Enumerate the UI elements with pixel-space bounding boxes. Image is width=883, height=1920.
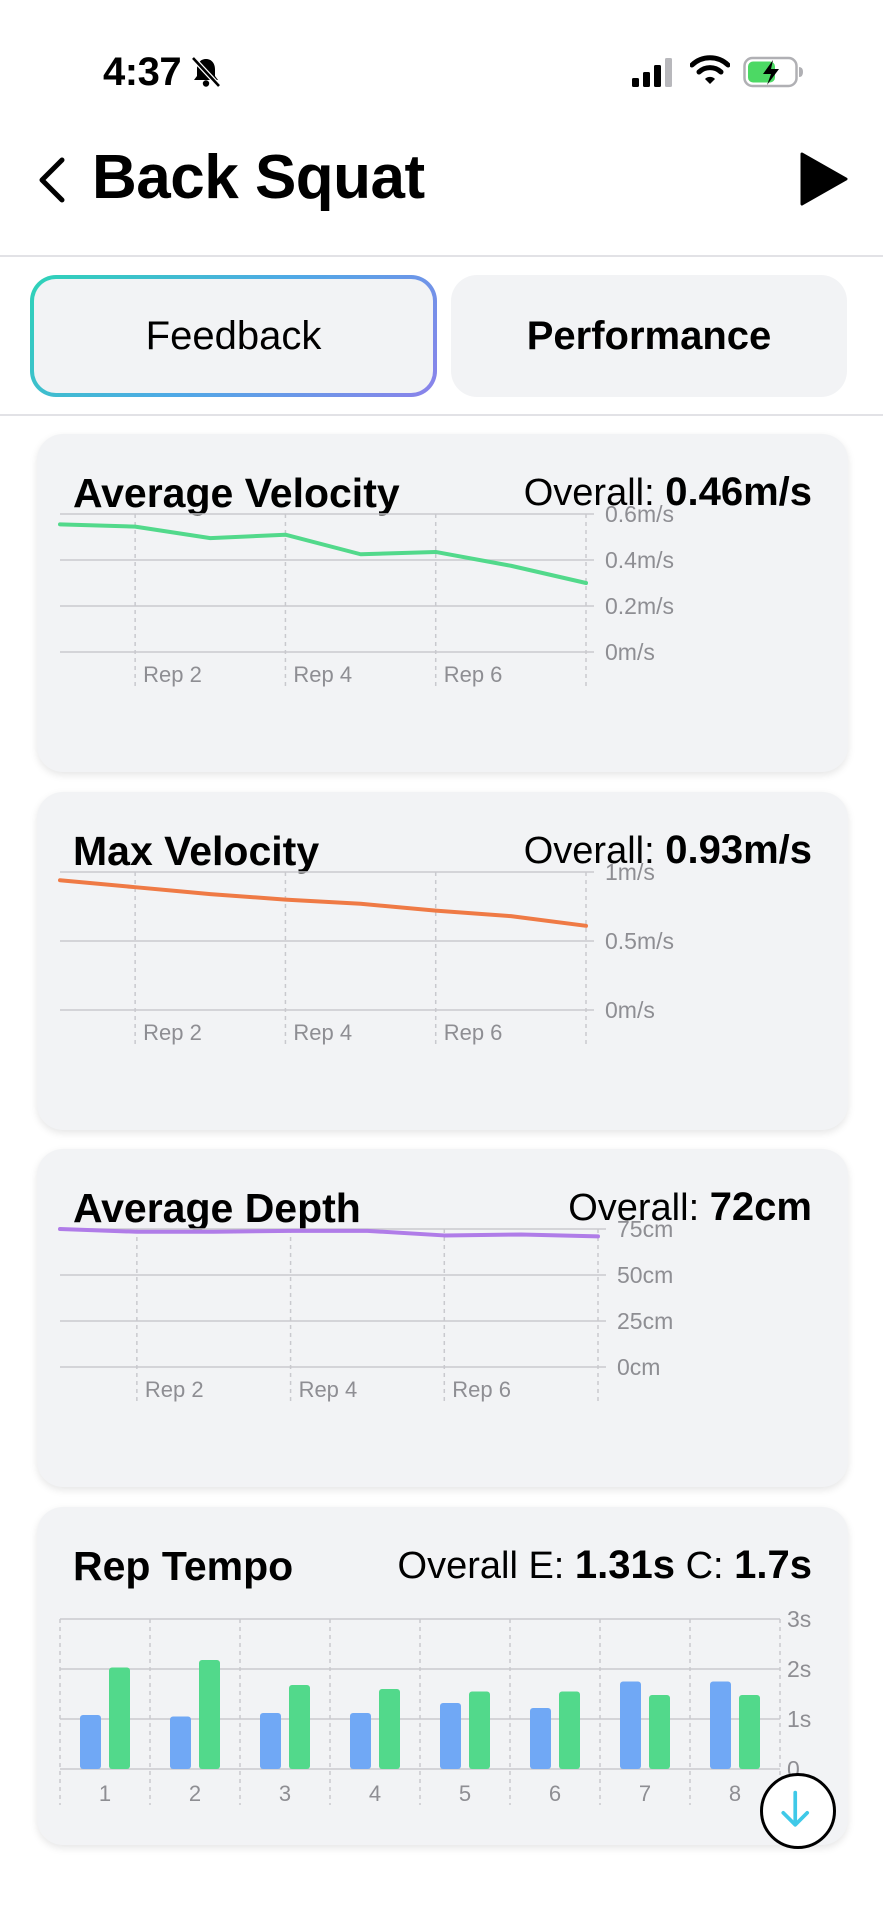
y-tick-label: 75cm [617,1216,673,1242]
y-tick-label: 1s [787,1706,811,1732]
overall-value: Overall E: 1.31s C: 1.7s [397,1543,812,1587]
page-title: Back Squat [92,143,425,212]
series-line [58,1227,600,1239]
concentric-bar [289,1685,310,1769]
average-velocity-chart: 0m/s 0.2m/s 0.4m/s 0.6m/s Rep 2 Rep 4 Rep 6 [58,501,674,688]
y-tick-label: 0.6m/s [605,501,674,527]
max-velocity-chart: 0m/s 0.5m/s 1m/s Rep 2 Rep 4 Rep 6 [58,859,674,1046]
cellular-signal-icon [632,58,672,87]
eccentric-bar [710,1681,731,1769]
play-icon[interactable] [798,150,850,208]
y-tick-label: 0m/s [605,639,655,665]
concentric-bar [379,1689,400,1769]
max-velocity-card[interactable]: Max Velocity Overall: 0.93m/s 0m/s 0.5m/s… [37,792,848,1130]
average-depth-chart: 0cm 25cm 50cm 75cm Rep 2 Rep 4 Rep 6 [58,1216,673,1403]
tab-feedback[interactable]: Feedback [30,275,437,397]
y-tick-label: 0cm [617,1354,660,1380]
overall-value: Overall: 72cm [568,1185,812,1229]
battery-charging-icon [743,56,803,88]
card-title: Average Velocity [73,470,400,516]
header: Back Squat [0,120,883,257]
y-tick-label: 0m/s [605,997,655,1023]
eccentric-bar [170,1716,191,1769]
y-tick-label: 0.4m/s [605,547,674,573]
x-tick-label: Rep 2 [143,1020,202,1045]
x-tick-label: Rep 4 [293,1020,352,1045]
overall-value: Overall: 0.46m/s [523,470,812,514]
x-tick-label: 5 [459,1781,471,1806]
y-tick-label: 50cm [617,1262,673,1288]
segment-tabs: Feedback Performance [0,257,883,416]
average-velocity-card[interactable]: Average Velocity Overall: 0.46m/s 0m/s 0.… [37,434,848,772]
eccentric-bar [80,1715,101,1769]
x-tick-label: 1 [99,1781,111,1806]
y-tick-label: 2s [787,1656,811,1682]
card-title: Max Velocity [73,828,320,874]
concentric-bar [739,1695,760,1769]
concentric-bar [109,1667,130,1769]
concentric-bar [559,1691,580,1769]
wifi-icon [690,55,730,84]
tab-performance[interactable]: Performance [451,275,847,397]
rep-tempo-card[interactable]: Rep Tempo Overall E: 1.31s C: 1.7s 0 1s 2s… [37,1507,848,1845]
overall-value: Overall: 0.93m/s [523,828,812,872]
x-tick-label: 6 [549,1781,561,1806]
concentric-bar [199,1660,220,1769]
status-time: 4:37 [103,50,182,94]
y-tick-label: 25cm [617,1308,673,1334]
x-tick-label: Rep 4 [299,1377,358,1402]
x-tick-label: 8 [729,1781,741,1806]
y-tick-label: 3s [787,1606,811,1632]
series-line [58,522,588,585]
y-tick-label: 1m/s [605,859,655,885]
card-title: Rep Tempo [73,1543,294,1589]
x-tick-label: Rep 6 [444,1020,503,1045]
x-tick-label: Rep 6 [444,662,503,687]
x-tick-label: 2 [189,1781,201,1806]
bell-slash-icon [191,56,221,88]
x-tick-label: 4 [369,1781,381,1806]
eccentric-bar [350,1713,371,1769]
x-tick-label: Rep 4 [293,662,352,687]
concentric-bar [649,1695,670,1769]
card-title: Average Depth [73,1185,361,1231]
eccentric-bar [440,1703,461,1769]
concentric-bar [469,1691,490,1769]
x-tick-label: Rep 2 [145,1377,204,1402]
y-tick-label: 0.2m/s [605,593,674,619]
arrow-down-icon[interactable] [760,1773,836,1849]
eccentric-bar [530,1708,551,1769]
x-tick-label: 3 [279,1781,291,1806]
eccentric-bar [260,1713,281,1769]
chevron-left-icon[interactable] [30,150,74,210]
average-depth-card[interactable]: Average Depth Overall: 72cm 0cm 25cm 50cm 7… [37,1149,848,1487]
x-tick-label: Rep 6 [452,1377,511,1402]
x-tick-label: Rep 2 [143,662,202,687]
x-tick-label: 7 [639,1781,651,1806]
y-tick-label: 0.5m/s [605,928,674,954]
eccentric-bar [620,1681,641,1769]
status-bar: 4:37 [0,0,883,100]
series-line [58,878,588,928]
